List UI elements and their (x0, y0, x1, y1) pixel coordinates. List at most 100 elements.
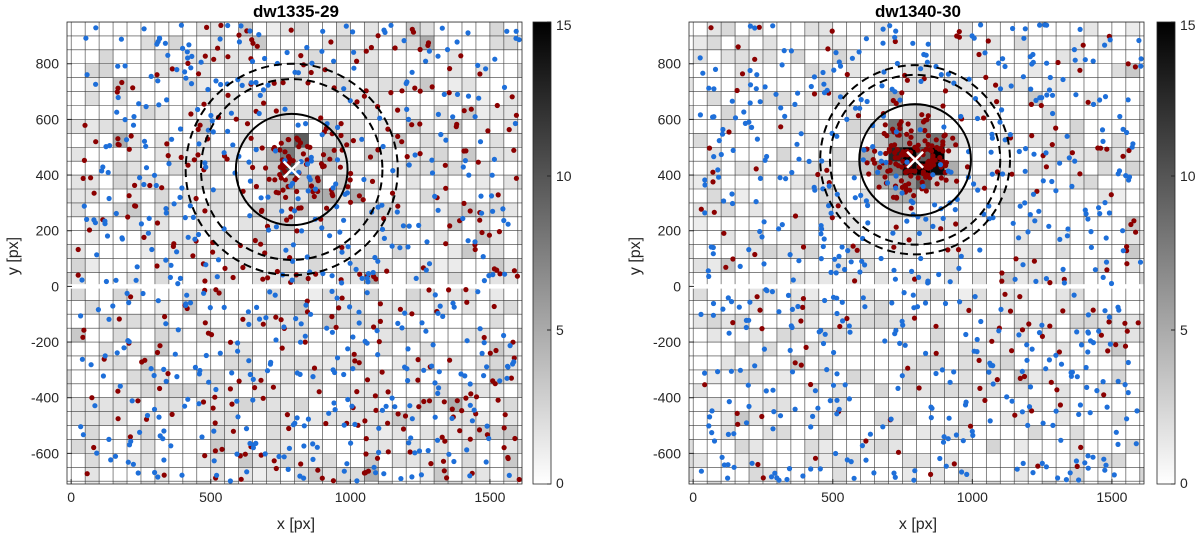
point-blue (986, 203, 992, 209)
point-blue (501, 217, 507, 224)
point-blue (1030, 470, 1036, 476)
point-blue (848, 459, 854, 465)
point-blue (1043, 464, 1049, 470)
point-blue (716, 174, 722, 180)
point-blue (490, 208, 496, 214)
heatmap-cell (689, 467, 694, 482)
point-blue (197, 367, 203, 374)
heatmap-cell (210, 91, 226, 106)
point-blue (721, 198, 727, 204)
point-blue (451, 304, 457, 310)
heatmap-cell (475, 91, 491, 106)
point-red (385, 389, 391, 395)
point-blue (788, 48, 795, 54)
heatmap-cell (846, 119, 861, 134)
heatmap-cell (916, 355, 931, 371)
point-blue (102, 353, 108, 359)
point-blue (105, 169, 111, 176)
point-blue (207, 305, 213, 311)
point-blue (824, 87, 830, 93)
point-blue (1069, 183, 1075, 189)
point-red (369, 178, 376, 184)
point-blue (376, 425, 382, 431)
heatmap-cell (99, 63, 114, 78)
heatmap-cell (140, 369, 156, 385)
point-red (254, 43, 260, 49)
point-red (80, 175, 86, 181)
point-red (999, 270, 1005, 276)
point-blue (1023, 146, 1029, 152)
point-blue (996, 60, 1002, 66)
heatmap-cell (67, 342, 72, 357)
point-blue (1043, 366, 1049, 372)
heatmap-cell (378, 314, 393, 329)
point-blue (709, 408, 715, 414)
point-blue (940, 439, 947, 445)
point-red (417, 88, 423, 94)
point-blue (969, 33, 975, 39)
point-red (273, 465, 279, 472)
point-blue (163, 378, 169, 384)
point-blue (501, 84, 508, 90)
point-blue (1049, 178, 1055, 185)
point-blue (1053, 408, 1059, 414)
point-blue (1014, 466, 1020, 472)
point-red (357, 271, 363, 277)
point-red (946, 148, 952, 154)
heatmap-cell (308, 369, 323, 385)
point-blue (1090, 340, 1096, 346)
point-blue (820, 340, 827, 347)
point-red (510, 339, 516, 345)
point-blue (423, 267, 429, 273)
heatmap-cell (489, 425, 505, 440)
point-blue (1138, 56, 1144, 62)
heatmap-cell (140, 230, 156, 245)
point-blue (790, 277, 796, 283)
heatmap-cell (67, 272, 72, 287)
point-red (80, 334, 86, 340)
point-red (376, 339, 382, 345)
point-blue (169, 136, 175, 142)
point-blue (214, 274, 220, 280)
x-tick-label: 1500 (1096, 489, 1127, 505)
point-blue (1082, 207, 1088, 213)
point-blue (330, 185, 336, 191)
point-red (1021, 373, 1028, 380)
point-red (212, 394, 218, 400)
heatmap-cell (707, 314, 722, 329)
point-red (286, 137, 292, 143)
heatmap-cell (154, 300, 170, 315)
heatmap-cell (888, 425, 903, 440)
heatmap-cell (790, 314, 806, 329)
point-red (829, 215, 835, 221)
heatmap-cell (127, 342, 142, 357)
heatmap-cell (168, 161, 184, 176)
point-blue (916, 230, 923, 236)
point-blue (221, 226, 227, 232)
heatmap-cell (85, 467, 100, 482)
point-blue (198, 59, 204, 65)
point-red (940, 103, 946, 109)
point-blue (1072, 158, 1078, 164)
heatmap-cell (1111, 411, 1127, 426)
point-blue (177, 194, 183, 200)
point-blue (247, 28, 253, 34)
point-blue (339, 249, 345, 255)
point-blue (247, 213, 253, 219)
point-red (115, 388, 121, 394)
heatmap-cell (392, 328, 407, 343)
point-blue (239, 82, 245, 88)
point-red (354, 99, 360, 105)
point-red (721, 230, 727, 236)
heatmap-cell (1056, 411, 1071, 426)
heatmap-cell (707, 35, 722, 51)
heatmap-cell (1042, 105, 1057, 120)
point-blue (256, 110, 262, 117)
heatmap-cell (448, 244, 463, 259)
point-blue (832, 256, 838, 262)
x-axis-label: x [px] (899, 516, 937, 533)
point-blue (337, 229, 343, 235)
point-red (277, 147, 283, 153)
point-blue (297, 371, 303, 377)
